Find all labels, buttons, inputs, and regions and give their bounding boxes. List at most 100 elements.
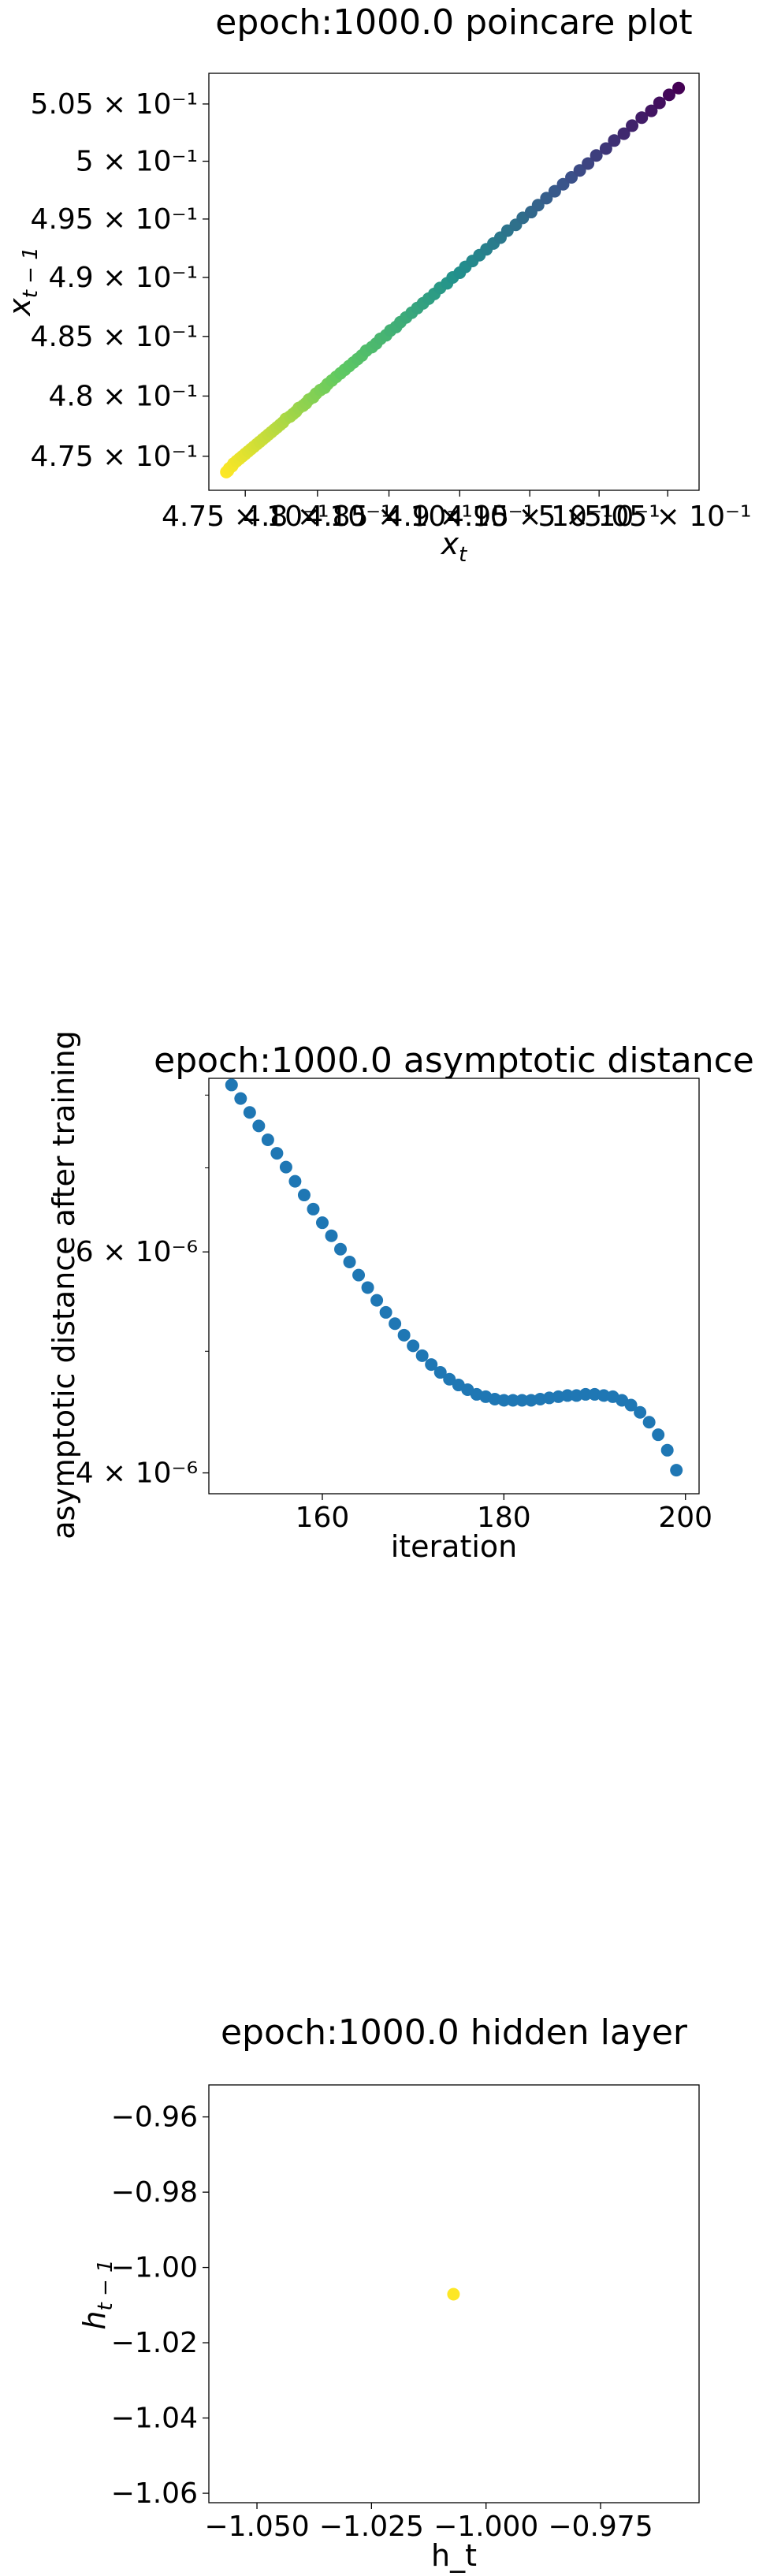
hidden-layer-plot: epoch:1000.0 hidden layer −1.050 −1.025 −1… [77,2012,700,2573]
data-point [660,1443,674,1457]
data-point [672,81,686,95]
data-point [252,1119,266,1133]
x-tick-label: 5.05 × 10⁻¹ [584,501,751,533]
data-points [225,1078,683,1477]
data-points [447,2288,460,2301]
x-axis: 4.75 × 10⁻¹4.8 × 10⁻¹4.85 × 10⁻¹4.9 × 10… [162,490,751,533]
data-point [425,1358,438,1372]
data-point [590,149,603,162]
x-tick-label: −1.000 [433,2511,538,2543]
data-point [497,1394,511,1407]
data-point [447,2288,460,2301]
data-point [407,1339,420,1353]
data-point [652,1428,665,1442]
data-point [573,164,586,177]
data-point [443,1372,456,1386]
x-axis: −1.050 −1.025 −1.000 −0.975 [204,2503,653,2543]
x-tick-label: 200 [658,1502,712,1534]
y-axis: −0.96 −0.98 −1.00 −1.02 −1.04 −1.06 [111,2101,209,2510]
data-point [279,1160,292,1174]
data-point [540,192,553,205]
y-tick-label: 5.05 × 10⁻¹ [31,88,198,121]
y-tick-label: −1.06 [111,2477,198,2510]
data-point [315,1216,329,1230]
data-point [325,1229,338,1242]
y-tick-label: 5 × 10⁻¹ [76,146,198,178]
data-point [379,1305,392,1319]
y-tick-label: −1.02 [111,2327,198,2359]
x-tick-label: 160 [296,1502,350,1534]
data-point [617,127,631,140]
data-point [343,1255,356,1268]
y-axis: 4.75 × 10⁻¹ 4.8 × 10⁻¹ 4.85 × 10⁻¹ 4.9 × 10… [31,88,209,473]
x-tick-label: 4.95 × 10⁻¹ [446,501,613,533]
x-tick-label: 5 × 10⁻¹ [538,501,660,533]
data-point [560,1389,574,1402]
data-points [220,81,686,478]
data-point [397,1328,411,1342]
y-axis: 4 × 10⁻⁶ 6 × 10⁻⁶ [76,1094,209,1490]
x-tick-label: −0.975 [548,2511,653,2543]
data-point [635,111,649,125]
data-point [579,1387,593,1401]
y-tick-label: 4.95 × 10⁻¹ [31,203,198,236]
data-point [352,1268,366,1282]
data-point [582,157,595,170]
data-point [645,104,658,117]
x-axis: 160 180 200 [296,1494,712,1534]
plot-area [208,1078,700,1495]
y-tick-label: −1.04 [111,2403,198,2435]
data-point [556,177,570,191]
y-tick-label: 4.9 × 10⁻¹ [48,262,198,294]
data-point [288,1174,302,1188]
x-tick-label: 4.9 × 10⁻¹ [385,501,535,533]
data-point [670,1464,683,1477]
data-point [370,1294,384,1307]
data-point [361,1281,374,1294]
data-point [565,170,578,184]
chart-title: epoch:1000.0 poincare plot [215,2,692,43]
data-point [624,1398,638,1412]
data-point [261,1133,274,1146]
asymptotic-distance-plot: epoch:1000.0 asymptotic distance 160 180 2… [46,1030,754,1564]
poincare-plot: epoch:1000.0 poincare plot 4.75 × 10⁻¹4.… [2,2,751,567]
data-point [642,1416,656,1429]
data-point [389,1317,402,1331]
data-point [234,1092,247,1105]
data-point [297,1189,311,1202]
data-point [243,1106,256,1119]
data-point [634,1405,647,1419]
data-point [653,96,666,110]
y-tick-label: 4.75 × 10⁻¹ [31,441,198,473]
chart-title: epoch:1000.0 asymptotic distance [154,1040,754,1081]
x-tick-label: 4.8 × 10⁻¹ [243,501,392,533]
y-axis-label: xt − 1 [2,247,43,317]
y-tick-label: −0.96 [111,2101,198,2134]
data-point [334,1242,348,1256]
x-axis-label: iteration [391,1529,518,1564]
y-tick-label: 6 × 10⁻⁶ [76,1236,198,1268]
x-tick-label: 4.75 × 10⁻¹ [162,501,329,533]
data-point [415,1349,429,1362]
x-tick-label: −1.025 [319,2511,424,2543]
y-tick-label: 4 × 10⁻⁶ [76,1457,198,1490]
data-point [433,1366,447,1379]
data-point [662,88,675,102]
data-point [506,1394,519,1407]
y-tick-label: −0.98 [111,2176,198,2209]
data-point [225,1078,238,1092]
x-tick-label: 4.85 × 10⁻¹ [305,501,472,533]
data-point [307,1202,320,1215]
chart-title: epoch:1000.0 hidden layer [221,2012,688,2053]
y-tick-label: 4.8 × 10⁻¹ [48,380,198,412]
y-axis-label: asymptotic distance after training [46,1030,81,1539]
data-point [531,199,545,212]
y-tick-label: −1.00 [111,2252,198,2284]
y-axis-label: ht − 1 [77,2259,117,2329]
data-point [270,1147,284,1160]
data-point [626,119,639,132]
data-point [515,1394,529,1407]
x-axis-label: xt [441,527,468,567]
x-tick-label: −1.050 [204,2511,309,2543]
